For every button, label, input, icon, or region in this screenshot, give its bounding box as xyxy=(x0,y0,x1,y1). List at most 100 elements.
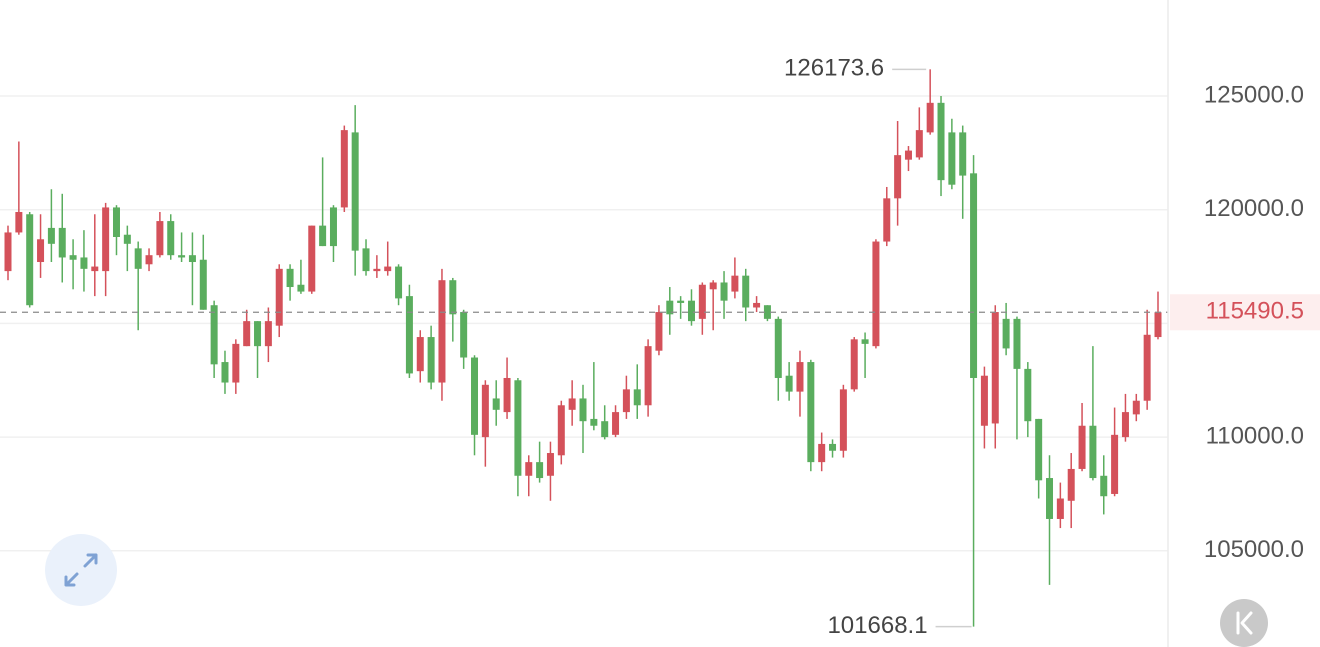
candle-body xyxy=(1056,498,1064,519)
candle-body xyxy=(622,389,630,413)
candle-body xyxy=(1078,425,1086,469)
candle-body xyxy=(1089,425,1097,479)
candle-body xyxy=(188,255,196,263)
candle-body xyxy=(839,389,847,451)
candle-body xyxy=(861,339,869,344)
candle-body xyxy=(58,227,66,258)
candle-body xyxy=(915,130,923,158)
candle-body xyxy=(492,398,500,410)
candle-body xyxy=(156,221,164,256)
candle-body xyxy=(481,384,489,438)
candle-body xyxy=(687,300,695,322)
candle-body xyxy=(763,305,771,319)
candle-body xyxy=(351,132,359,251)
y-axis: 105000.0110000.0115000.0120000.0125000.0… xyxy=(1170,81,1320,563)
candle-body xyxy=(655,312,663,351)
candle-body xyxy=(232,343,240,383)
expand-button[interactable] xyxy=(45,534,117,606)
candle-body xyxy=(123,234,131,244)
candle-body xyxy=(1100,475,1108,497)
candle-body xyxy=(612,412,620,435)
candle-body xyxy=(91,266,99,272)
candle-body xyxy=(1132,400,1140,415)
candle-body xyxy=(601,421,609,438)
candle-body xyxy=(774,318,782,378)
candle-body xyxy=(362,248,370,272)
candle-body xyxy=(970,173,978,378)
candle-body xyxy=(471,357,479,435)
candle-body xyxy=(199,259,207,310)
candle-body xyxy=(1143,334,1151,401)
candle-body xyxy=(926,102,934,133)
max-label: 126173.6 xyxy=(784,55,884,82)
candle-body xyxy=(167,221,175,256)
candle-body xyxy=(514,380,522,476)
candle-body xyxy=(449,280,457,315)
candle-body xyxy=(557,405,565,456)
candle-body xyxy=(69,255,77,260)
candle-body xyxy=(883,198,891,242)
candle-body xyxy=(785,375,793,392)
expand-button-bg[interactable] xyxy=(45,534,117,606)
candle-body xyxy=(731,275,739,292)
candle-body xyxy=(297,284,305,292)
jump-latest-icon xyxy=(1236,611,1253,635)
candle-body xyxy=(546,453,554,476)
candle-body xyxy=(460,312,468,358)
candle-body xyxy=(395,266,403,299)
candle-body xyxy=(340,130,348,208)
candle-body xyxy=(753,302,761,308)
candle-body xyxy=(26,214,34,306)
candle-body xyxy=(677,300,685,303)
candle-body xyxy=(319,225,327,247)
candle-body xyxy=(872,241,880,347)
candle-body xyxy=(959,132,967,176)
candle-body xyxy=(254,321,262,347)
candle-body xyxy=(1046,478,1054,519)
candle-body xyxy=(221,362,229,383)
current-price-bg xyxy=(1170,294,1320,331)
candle-body xyxy=(427,337,435,383)
jump-latest-button[interactable] xyxy=(1220,599,1268,647)
candle-body xyxy=(948,132,956,185)
y-tick-label: 125000.0 xyxy=(1204,81,1304,108)
candle-body xyxy=(807,362,815,463)
candle-body xyxy=(1067,468,1075,501)
candle-body xyxy=(384,266,392,272)
candle-body xyxy=(47,227,55,244)
candle-body xyxy=(568,398,576,410)
candle-body xyxy=(1013,318,1021,369)
candle-body xyxy=(818,443,826,463)
candle-body xyxy=(15,211,23,233)
candle-body xyxy=(178,255,186,258)
candle-body xyxy=(134,248,142,269)
candle-body xyxy=(438,280,446,383)
candle-body xyxy=(633,389,641,406)
candle-body xyxy=(37,239,45,263)
candle-body xyxy=(1002,318,1010,349)
min-label: 101668.1 xyxy=(827,612,927,639)
candle-body xyxy=(720,282,728,301)
candle-body xyxy=(1121,412,1129,438)
candle-body xyxy=(796,362,804,392)
candle-body xyxy=(264,321,272,347)
candle-body xyxy=(405,296,413,374)
current-price-label: 115490.5 xyxy=(1206,298,1304,325)
candle-body xyxy=(829,443,837,451)
candle-body xyxy=(894,155,902,199)
candle-body xyxy=(579,398,587,422)
candle-body xyxy=(742,275,750,308)
candle-body xyxy=(698,284,706,319)
y-tick-label: 120000.0 xyxy=(1204,195,1304,222)
candle-body xyxy=(850,339,858,390)
candle-body xyxy=(102,207,110,272)
candle-body xyxy=(243,321,251,347)
candle-body xyxy=(4,232,12,272)
candle-body xyxy=(1154,312,1162,338)
candle-body xyxy=(503,377,511,413)
candle-body xyxy=(308,225,316,292)
candle-body xyxy=(275,268,283,326)
candle-body xyxy=(536,462,544,479)
